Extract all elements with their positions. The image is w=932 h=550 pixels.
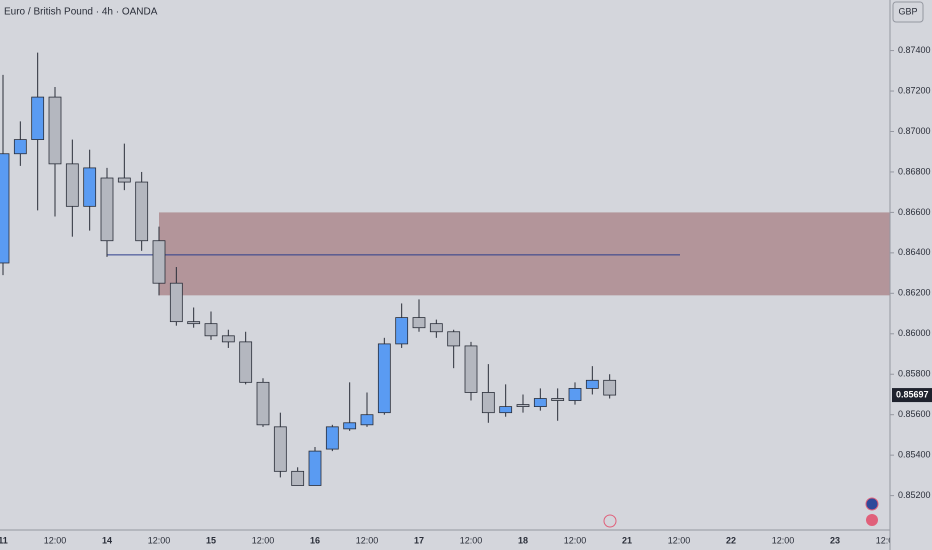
y-tick-label: 0.85400 — [898, 450, 931, 460]
candle-body — [291, 470, 305, 486]
candle-body — [135, 181, 149, 242]
x-tick-label: 16 — [310, 535, 320, 545]
y-tick-label: 0.87200 — [898, 85, 931, 95]
candle-body — [551, 398, 565, 401]
currency-label[interactable]: GBP — [898, 6, 917, 16]
y-tick-label: 0.86400 — [898, 247, 931, 257]
x-tick-label: 12:00 — [148, 535, 171, 545]
x-tick-label: 15 — [206, 535, 216, 545]
y-tick-label: 0.87400 — [898, 45, 931, 55]
candle-body — [239, 341, 253, 383]
candle-body — [395, 317, 409, 345]
x-tick-label: 23 — [830, 535, 840, 545]
candle-body — [83, 167, 97, 207]
x-tick-label: 12:00 — [668, 535, 691, 545]
candle-body — [464, 345, 478, 393]
x-tick-label: 12:00 — [356, 535, 379, 545]
candle-body — [585, 379, 599, 389]
candle-body — [31, 96, 45, 140]
y-tick-label: 0.85800 — [898, 369, 931, 379]
candle-body — [13, 139, 27, 155]
x-tick-label: 12:00 — [460, 535, 483, 545]
candle-body — [412, 317, 426, 329]
price-axis-panel — [890, 0, 932, 550]
candle-body — [603, 379, 617, 396]
x-tick-label: 14 — [102, 535, 112, 545]
x-tick-label: 12:00 — [876, 535, 899, 545]
x-tick-label: 12:00 — [772, 535, 795, 545]
x-tick-label: 21 — [622, 535, 632, 545]
candle-body — [204, 323, 218, 337]
y-tick-label: 0.86200 — [898, 288, 931, 298]
y-tick-label: 0.86600 — [898, 207, 931, 217]
candle-body — [429, 323, 443, 333]
event-icon[interactable] — [865, 497, 879, 511]
candle-body — [100, 177, 114, 242]
candle-body — [152, 240, 166, 284]
last-price-label: 0.85697 — [896, 389, 929, 399]
candle-body — [377, 343, 391, 414]
y-tick-label: 0.86800 — [898, 166, 931, 176]
candle-body — [360, 414, 374, 426]
candle-body — [325, 426, 339, 450]
x-tick-label: 18 — [518, 535, 528, 545]
candle-body — [273, 426, 287, 472]
candle-body — [221, 335, 235, 343]
candle-body — [117, 177, 131, 183]
plot-area — [0, 52, 890, 486]
y-tick-label: 0.87000 — [898, 126, 931, 136]
x-tick-label: 11 — [0, 535, 8, 545]
last-price-tag — [892, 388, 932, 403]
candle-body — [169, 282, 183, 323]
y-tick-label: 0.86000 — [898, 328, 931, 338]
chart-title: Euro / British Pound · 4h · OANDA — [4, 7, 158, 18]
y-tick-label: 0.85200 — [898, 490, 931, 500]
event-icon[interactable] — [603, 514, 617, 528]
currency-button[interactable] — [892, 1, 924, 23]
candle-body — [48, 96, 62, 165]
x-tick-label: 12:00 — [564, 535, 587, 545]
x-tick-label: 17 — [414, 535, 424, 545]
y-tick-label: 0.85600 — [898, 409, 931, 419]
candle-body — [447, 331, 461, 347]
supply-zone — [159, 212, 890, 296]
candle-body — [256, 381, 270, 426]
x-tick-label: 12:00 — [252, 535, 275, 545]
x-tick-label: 22 — [726, 535, 736, 545]
event-icon[interactable] — [866, 514, 878, 526]
candle-body — [481, 392, 495, 414]
candle-body — [343, 422, 357, 430]
candle-body — [308, 450, 322, 486]
time-axis-panel — [0, 530, 890, 550]
candle-body — [187, 321, 201, 325]
candle-body — [533, 398, 547, 408]
candle-body — [0, 153, 10, 264]
candle-body — [499, 406, 513, 414]
candle-body — [516, 404, 530, 408]
candle-body — [65, 163, 79, 207]
x-tick-label: 12:00 — [44, 535, 67, 545]
candle-body — [568, 387, 582, 401]
